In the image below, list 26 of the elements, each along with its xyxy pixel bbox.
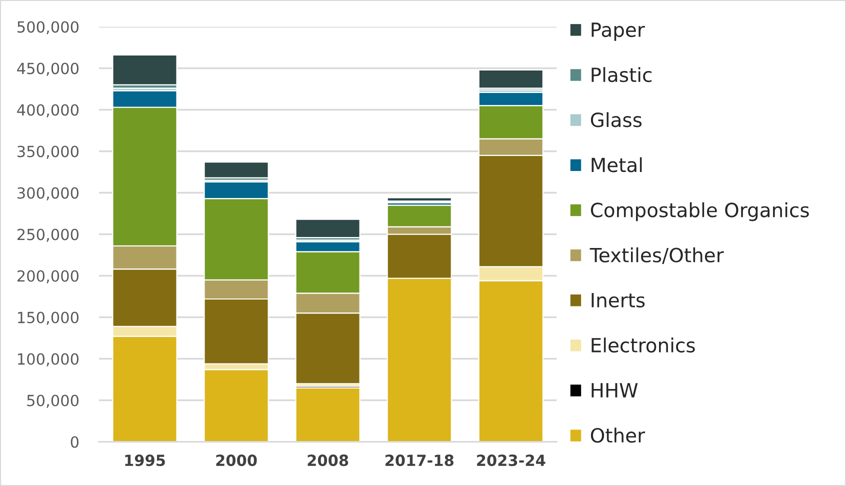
- x-tick-label: 2023-24: [477, 454, 546, 466]
- legend-label: Inerts: [592, 293, 645, 308]
- legend-label: Other: [590, 428, 646, 443]
- y-tick-label: 150,000: [18, 312, 79, 325]
- y-tick-label: 300,000: [18, 187, 79, 200]
- legend-label: HHW: [592, 383, 638, 398]
- x-tick-label: 1995: [125, 454, 165, 466]
- x-tick-label: 2000: [216, 454, 257, 466]
- y-tick-label: 50,000: [27, 394, 79, 408]
- legend-label: Plastic: [592, 67, 652, 82]
- y-tick-label: 200,000: [17, 270, 79, 284]
- y-tick-label: 350,000: [18, 146, 79, 159]
- legend-label: Textiles/Other: [590, 247, 724, 264]
- legend-label: Metal: [592, 157, 642, 172]
- legend-label: Compostable Organics: [590, 202, 809, 222]
- y-tick-label: 450,000: [17, 62, 79, 76]
- legend-label: Electronics: [592, 338, 695, 353]
- x-tick-label: 2008: [308, 454, 348, 466]
- y-tick-label: 100,000: [18, 353, 79, 366]
- y-tick-label: 0: [70, 436, 79, 448]
- y-tick-label: 400,000: [17, 104, 79, 118]
- legend-label: Glass: [590, 112, 642, 128]
- y-tick-label: 500,000: [18, 21, 79, 34]
- legend-label: Paper: [592, 22, 645, 41]
- x-tick-label: 2017-18: [386, 454, 454, 466]
- y-tick-label: 250,000: [17, 228, 79, 242]
